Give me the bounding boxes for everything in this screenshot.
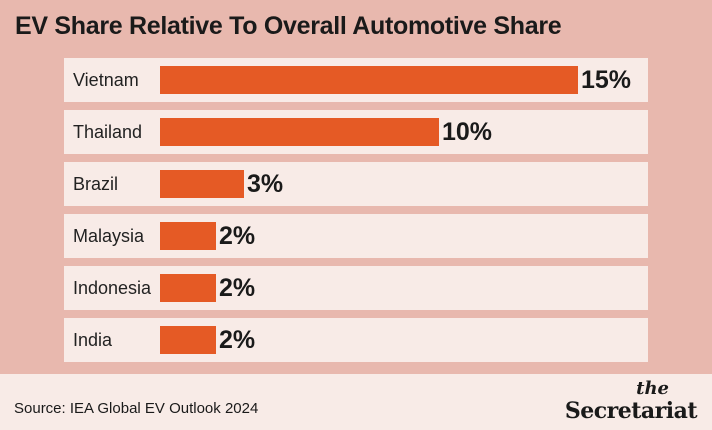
logo-wordmark: Secretariat xyxy=(564,398,698,424)
bar xyxy=(160,170,244,198)
bar-row: India 2% xyxy=(64,318,648,362)
category-label: Brazil xyxy=(73,174,119,194)
category-label: Indonesia xyxy=(73,278,152,298)
bar-row: Malaysia 2% xyxy=(64,214,648,258)
bar xyxy=(160,118,439,146)
bar-chart: Vietnam 15% Thailand 10% Brazil 3% Malaysia 2% I… xyxy=(64,58,648,370)
bar-row: Thailand 10% xyxy=(64,110,648,154)
logo-the: the xyxy=(636,378,669,399)
bar xyxy=(160,326,216,354)
category-label: Thailand xyxy=(73,122,143,142)
bar xyxy=(160,274,216,302)
category-label: Vietnam xyxy=(73,70,139,90)
publisher-logo: the Secretariat xyxy=(537,378,698,428)
bar-row: Brazil 3% xyxy=(64,162,648,206)
value-label: 2% xyxy=(219,222,256,250)
value-label: 15% xyxy=(581,66,632,94)
bar-row: Vietnam 15% xyxy=(64,58,648,102)
value-label: 3% xyxy=(247,170,284,198)
chart-title: EV Share Relative To Overall Automotive … xyxy=(15,12,562,40)
bar xyxy=(160,222,216,250)
value-label: 2% xyxy=(219,326,256,354)
bar-row: Indonesia 2% xyxy=(64,266,648,310)
category-label: India xyxy=(73,330,113,350)
footer: Source: IEA Global EV Outlook 2024 the S… xyxy=(0,374,712,430)
value-label: 10% xyxy=(442,118,493,146)
category-label: Malaysia xyxy=(73,226,145,246)
source-note: Source: IEA Global EV Outlook 2024 xyxy=(14,400,259,417)
bar xyxy=(160,66,578,94)
value-label: 2% xyxy=(219,274,256,302)
